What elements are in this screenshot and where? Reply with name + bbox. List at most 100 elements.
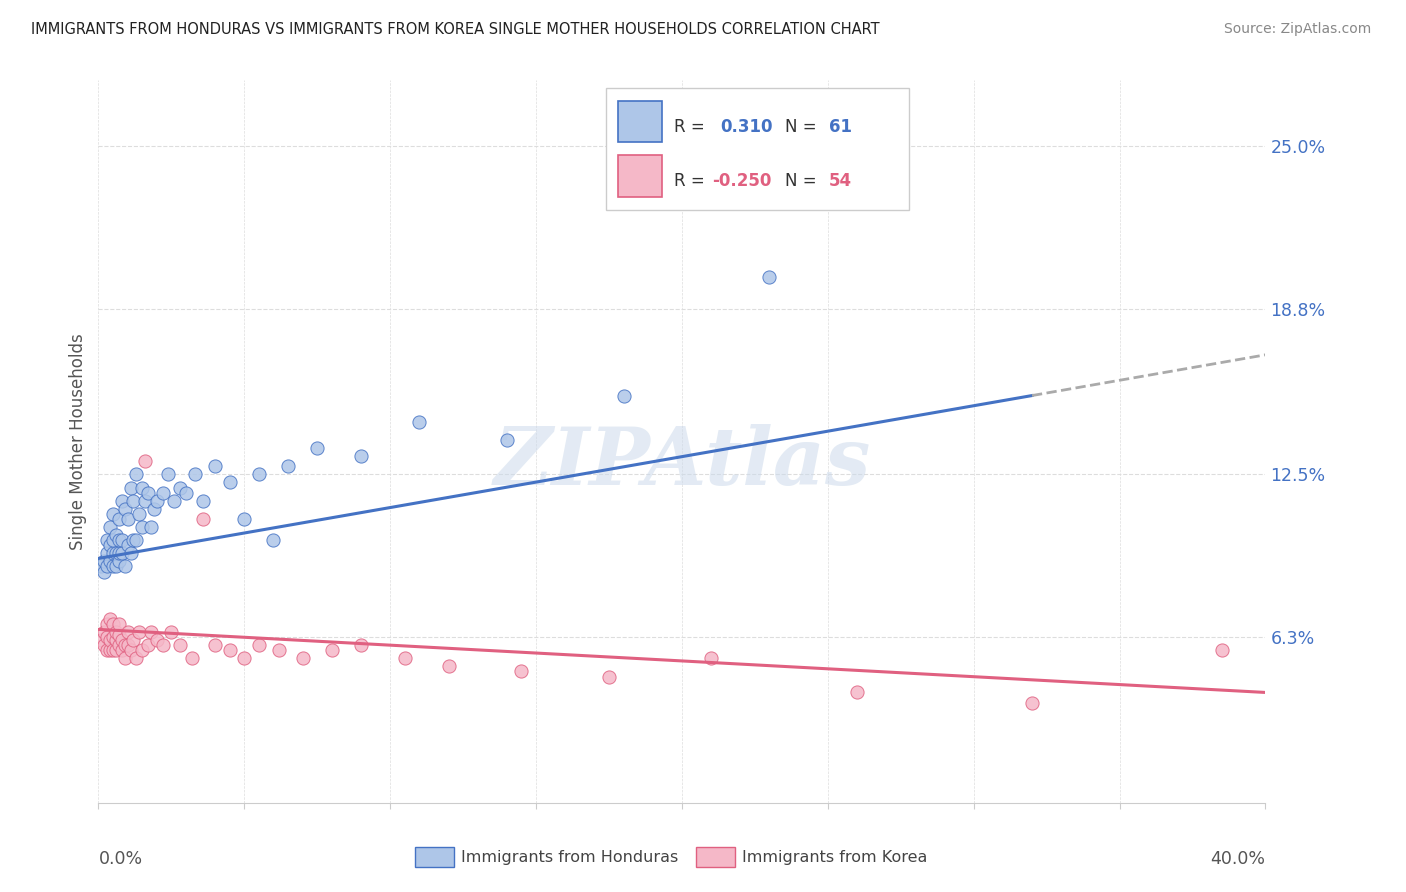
Point [108,512,131,526]
Point [90,632,112,647]
Point [437,659,460,673]
Point [174,485,197,500]
Point [96,617,118,632]
Point [598,670,620,684]
Point [262,533,284,547]
Point [1021,696,1043,710]
Point [125,533,148,547]
Text: 0.310: 0.310 [720,119,773,136]
Point [96,533,118,547]
Point [104,546,127,560]
Point [104,528,127,542]
Text: ZIPAtlas: ZIPAtlas [494,425,870,502]
Point [114,501,136,516]
Point [108,533,131,547]
Text: Immigrants from Korea: Immigrants from Korea [742,850,928,864]
Point [247,467,270,482]
Point [108,638,131,652]
Point [218,475,240,490]
Point [104,632,127,647]
Point [101,617,124,632]
Text: Source: ZipAtlas.com: Source: ZipAtlas.com [1223,22,1371,37]
Point [101,559,124,574]
Point [157,467,180,482]
Point [131,643,153,657]
Point [120,643,142,657]
Text: -0.250: -0.250 [713,172,772,190]
Point [125,651,148,665]
Point [846,685,869,699]
Text: Immigrants from Honduras: Immigrants from Honduras [461,850,679,864]
Point [193,512,215,526]
Point [111,533,134,547]
Point [142,501,165,516]
Point [875,126,897,140]
FancyBboxPatch shape [617,101,662,143]
Point [758,270,780,285]
Point [98,538,121,552]
Point [125,467,148,482]
Point [111,493,134,508]
Point [134,454,156,468]
Point [98,632,121,647]
Point [139,625,162,640]
Point [98,612,121,626]
Point [350,449,373,463]
Point [136,485,159,500]
Point [160,625,183,640]
Point [408,415,430,429]
Point [247,638,270,652]
Point [131,481,153,495]
Point [496,434,519,448]
Point [218,643,240,657]
Text: 40.0%: 40.0% [1211,850,1265,868]
Point [96,630,118,644]
Point [146,632,169,647]
Point [117,538,139,552]
Point [96,546,118,560]
Point [111,546,134,560]
FancyBboxPatch shape [617,155,662,197]
Y-axis label: Single Mother Households: Single Mother Households [69,334,87,549]
Point [193,493,215,508]
Point [128,625,150,640]
Point [108,554,131,568]
Text: N =: N = [785,172,821,190]
Point [128,507,150,521]
Point [122,533,145,547]
FancyBboxPatch shape [606,87,910,211]
Point [700,651,723,665]
Point [152,485,174,500]
Point [101,546,124,560]
Point [93,554,115,568]
Point [104,559,127,574]
Point [93,565,115,579]
Point [111,643,134,657]
Text: IMMIGRANTS FROM HONDURAS VS IMMIGRANTS FROM KOREA SINGLE MOTHER HOUSEHOLDS CORRE: IMMIGRANTS FROM HONDURAS VS IMMIGRANTS F… [31,22,880,37]
Point [139,520,162,534]
Text: 0.0%: 0.0% [98,850,142,868]
Point [104,625,127,640]
Point [122,632,145,647]
Point [114,651,136,665]
Point [117,638,139,652]
Point [108,617,131,632]
Text: 61: 61 [830,119,852,136]
Point [111,632,134,647]
Point [510,665,533,679]
Text: N =: N = [785,119,821,136]
Point [183,467,205,482]
Point [117,512,139,526]
Point [93,625,115,640]
Point [98,554,121,568]
Point [169,638,191,652]
Point [122,493,145,508]
Point [101,630,124,644]
Point [108,546,131,560]
Point [120,481,142,495]
Point [291,651,314,665]
Point [163,493,186,508]
Point [101,507,124,521]
Point [108,627,131,641]
Point [180,651,202,665]
